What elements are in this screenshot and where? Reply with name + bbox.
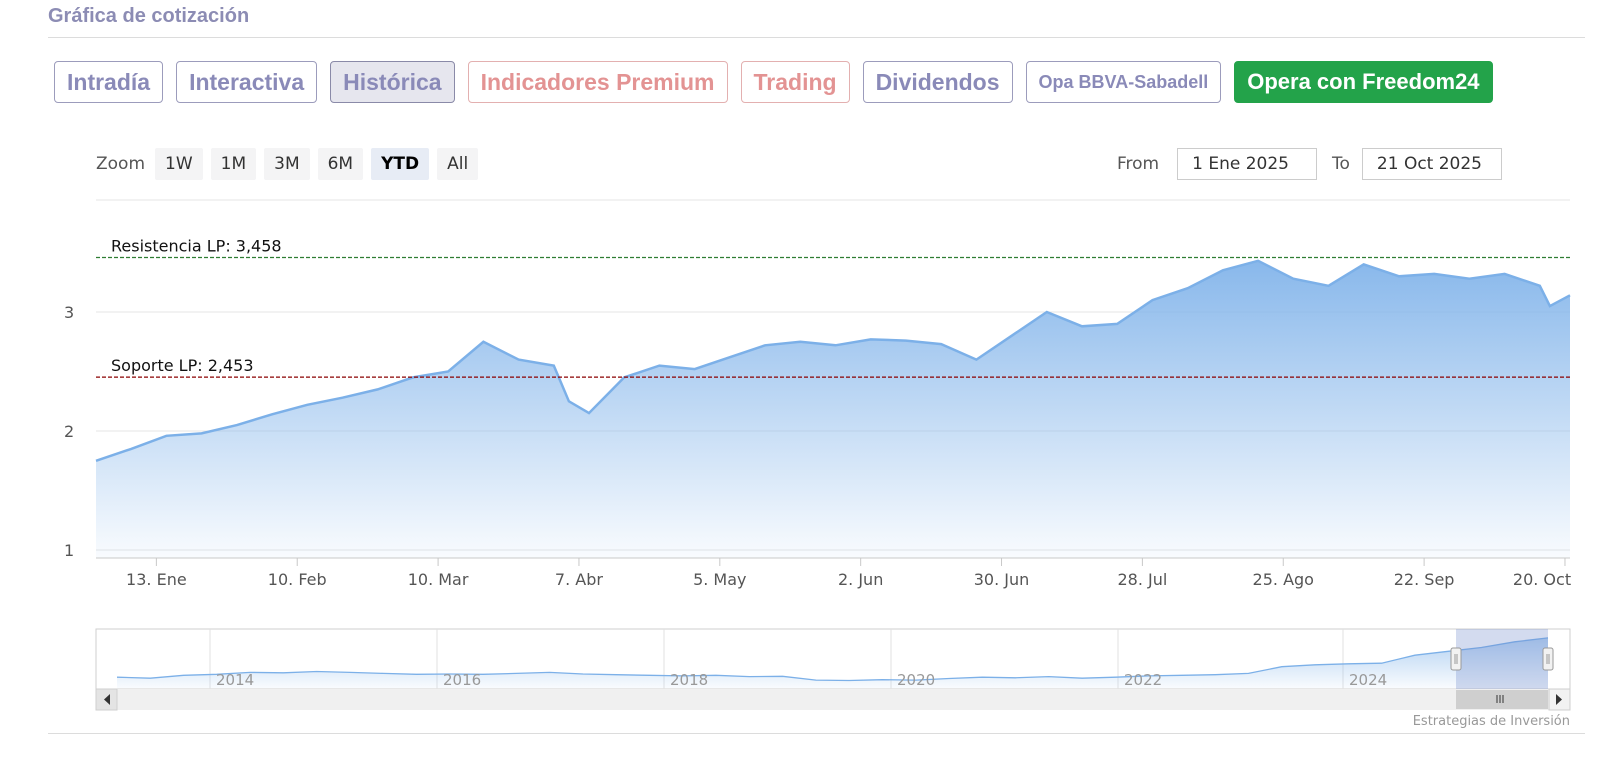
scroll-left-arrow-icon — [104, 694, 110, 705]
section-title: Gráfica de cotización — [48, 5, 250, 27]
top-divider — [48, 37, 1585, 38]
range-to-input[interactable]: 21 Oct 2025 — [1361, 148, 1502, 180]
range-to: To 21 Oct 2025 — [1332, 148, 1502, 180]
tab-dividendos[interactable]: Dividendos — [862, 61, 1013, 103]
zoom-6m-button[interactable]: 6M — [317, 148, 364, 180]
range-to-label: To — [1332, 154, 1350, 174]
x-tick-label: 2. Jun — [838, 570, 883, 589]
price-line — [95, 259, 1571, 462]
tab-indicadores-premium[interactable]: Indicadores Premium — [467, 61, 728, 103]
zoom-3m-button[interactable]: 3M — [264, 148, 310, 180]
navigator-year-label: 2024 — [1349, 671, 1387, 689]
navigator-right-handle[interactable] — [1542, 647, 1554, 671]
zoom-all-button[interactable]: All — [437, 148, 479, 180]
x-tick-label: 5. May — [693, 570, 746, 589]
y-tick-label: 1 — [64, 541, 74, 560]
x-tick-label: 25. Ago — [1253, 570, 1314, 589]
level-label: Soporte LP: 2,453 — [111, 356, 254, 375]
zoom-selector: Zoom 1W 1M 3M 6M YTD All — [96, 148, 479, 180]
zoom-1w-button[interactable]: 1W — [155, 148, 203, 180]
bottom-divider — [48, 733, 1585, 734]
scroll-right-arrow-icon — [1556, 694, 1562, 705]
navigator-year-label: 2020 — [897, 671, 935, 689]
range-from: From 1 Ene 2025 — [1117, 148, 1318, 180]
chart-tabs: Intradía Interactiva Histórica Indicador… — [54, 61, 1493, 103]
x-tick-label: 7. Abr — [555, 570, 603, 589]
chart-credit[interactable]: Estrategias de Inversión — [1413, 714, 1570, 729]
range-from-label: From — [1117, 154, 1160, 174]
navigator-year-label: 2018 — [670, 671, 708, 689]
navigator-year-label: 2014 — [216, 671, 254, 689]
tab-trading[interactable]: Trading — [740, 61, 850, 103]
level-label: Resistencia LP: 3,458 — [111, 236, 282, 255]
x-tick-label: 28. Jul — [1117, 570, 1167, 589]
navigator-left-handle[interactable] — [1450, 647, 1462, 671]
zoom-1m-button[interactable]: 1M — [210, 148, 257, 180]
y-tick-label: 3 — [64, 303, 74, 322]
x-tick-label: 13. Ene — [126, 570, 187, 589]
x-tick-label: 22. Sep — [1394, 570, 1455, 589]
scrollbar-thumb[interactable] — [1456, 690, 1548, 709]
x-tick-label: 10. Mar — [408, 570, 469, 589]
scrollbar-track[interactable] — [96, 689, 1570, 710]
y-tick-label: 2 — [64, 422, 74, 441]
freedom24-button[interactable]: Opera con Freedom24 — [1234, 61, 1493, 103]
zoom-label: Zoom — [96, 154, 146, 174]
range-from-input[interactable]: 1 Ene 2025 — [1177, 148, 1318, 180]
tab-intradia[interactable]: Intradía — [54, 61, 164, 103]
navigator-selection[interactable] — [1456, 629, 1548, 689]
x-tick-label: 10. Feb — [268, 570, 327, 589]
price-area — [96, 260, 1570, 558]
navigator-line — [116, 637, 1549, 682]
x-tick-label: 20. Oct — [1513, 570, 1571, 589]
zoom-ytd-button[interactable]: YTD — [371, 148, 430, 180]
scrollbar-grip-icon — [1496, 695, 1504, 703]
tab-interactiva[interactable]: Interactiva — [176, 61, 318, 103]
navigator-year-label: 2022 — [1124, 671, 1162, 689]
tab-opa-bbva-sabadell[interactable]: Opa BBVA-Sabadell — [1025, 61, 1222, 103]
tab-historica[interactable]: Histórica — [330, 61, 455, 103]
x-tick-label: 30. Jun — [974, 570, 1030, 589]
navigator-year-label: 2016 — [443, 671, 481, 689]
